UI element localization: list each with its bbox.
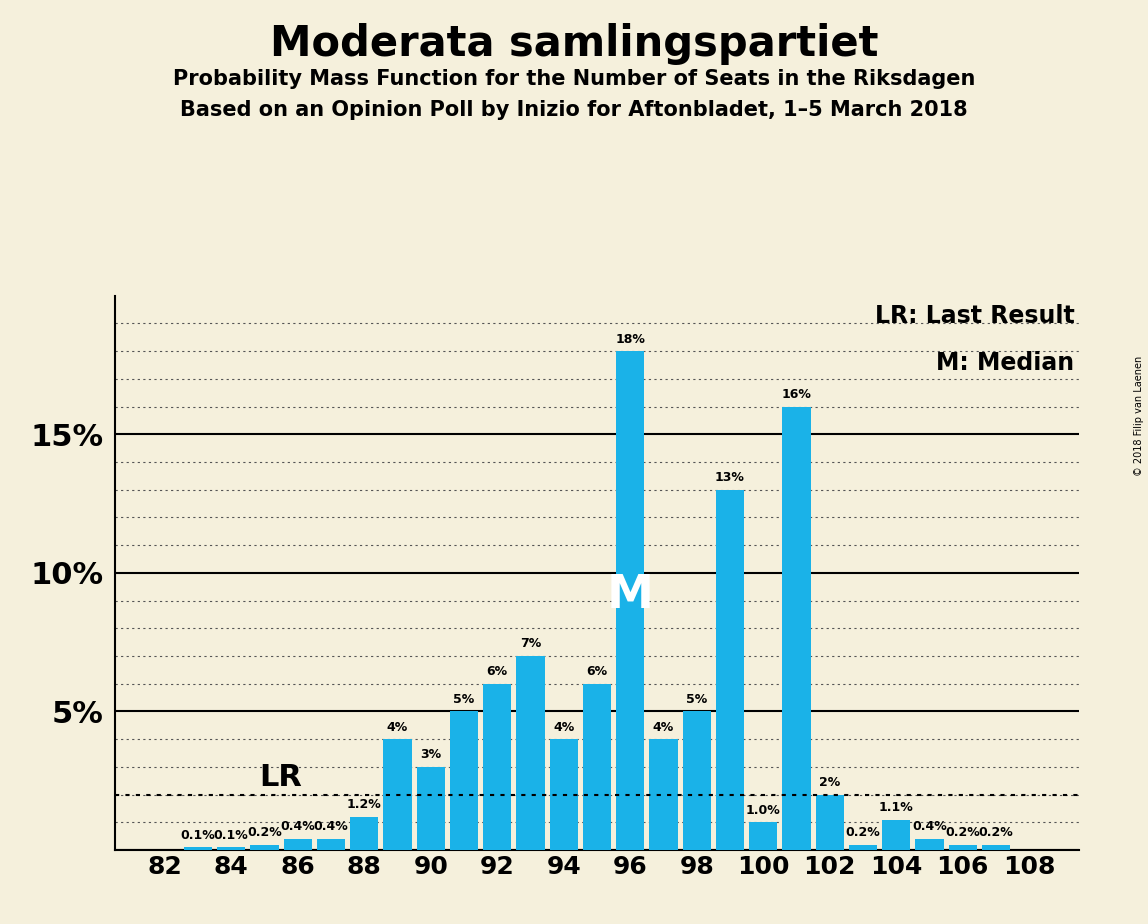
Text: 3%: 3% bbox=[420, 748, 441, 761]
Text: 13%: 13% bbox=[715, 471, 745, 484]
Text: 5%: 5% bbox=[687, 693, 707, 706]
Bar bbox=[683, 711, 711, 850]
Bar bbox=[782, 407, 810, 850]
Bar bbox=[848, 845, 877, 850]
Bar bbox=[517, 656, 544, 850]
Bar bbox=[350, 817, 379, 850]
Text: 0.4%: 0.4% bbox=[280, 821, 315, 833]
Text: LR: LR bbox=[259, 763, 303, 792]
Text: 0.2%: 0.2% bbox=[846, 826, 881, 839]
Text: 0.2%: 0.2% bbox=[945, 826, 980, 839]
Text: 1.0%: 1.0% bbox=[746, 804, 781, 817]
Text: M: M bbox=[606, 573, 653, 617]
Text: 6%: 6% bbox=[587, 665, 607, 678]
Bar bbox=[550, 739, 577, 850]
Text: 0.4%: 0.4% bbox=[913, 821, 947, 833]
Bar bbox=[583, 684, 611, 850]
Text: 0.2%: 0.2% bbox=[247, 826, 281, 839]
Bar bbox=[616, 351, 644, 850]
Text: 1.2%: 1.2% bbox=[347, 798, 381, 811]
Text: 4%: 4% bbox=[553, 721, 574, 734]
Bar bbox=[483, 684, 511, 850]
Bar bbox=[915, 839, 944, 850]
Text: 0.1%: 0.1% bbox=[214, 829, 249, 842]
Text: 6%: 6% bbox=[487, 665, 507, 678]
Bar bbox=[882, 820, 910, 850]
Bar bbox=[184, 847, 212, 850]
Bar bbox=[982, 845, 1010, 850]
Bar bbox=[250, 845, 279, 850]
Bar bbox=[217, 847, 246, 850]
Text: 0.2%: 0.2% bbox=[978, 826, 1014, 839]
Text: M: Median: M: Median bbox=[936, 351, 1075, 375]
Text: Based on an Opinion Poll by Inizio for Aftonbladet, 1–5 March 2018: Based on an Opinion Poll by Inizio for A… bbox=[180, 100, 968, 120]
Bar bbox=[948, 845, 977, 850]
Bar bbox=[750, 822, 777, 850]
Text: © 2018 Filip van Laenen: © 2018 Filip van Laenen bbox=[1134, 356, 1143, 476]
Text: 7%: 7% bbox=[520, 638, 541, 650]
Bar bbox=[716, 490, 744, 850]
Bar bbox=[317, 839, 346, 850]
Bar bbox=[815, 795, 844, 850]
Bar bbox=[383, 739, 412, 850]
Text: 5%: 5% bbox=[453, 693, 474, 706]
Text: Probability Mass Function for the Number of Seats in the Riksdagen: Probability Mass Function for the Number… bbox=[173, 69, 975, 90]
Text: 4%: 4% bbox=[653, 721, 674, 734]
Bar bbox=[450, 711, 478, 850]
Text: 2%: 2% bbox=[820, 776, 840, 789]
Text: 18%: 18% bbox=[615, 333, 645, 346]
Text: 0.1%: 0.1% bbox=[180, 829, 216, 842]
Bar bbox=[650, 739, 677, 850]
Text: 0.4%: 0.4% bbox=[313, 821, 348, 833]
Text: Moderata samlingspartiet: Moderata samlingspartiet bbox=[270, 23, 878, 65]
Text: LR: Last Result: LR: Last Result bbox=[875, 304, 1075, 328]
Text: 16%: 16% bbox=[782, 388, 812, 401]
Bar bbox=[284, 839, 312, 850]
Bar bbox=[417, 767, 444, 850]
Text: 4%: 4% bbox=[387, 721, 408, 734]
Text: 1.1%: 1.1% bbox=[879, 801, 914, 814]
